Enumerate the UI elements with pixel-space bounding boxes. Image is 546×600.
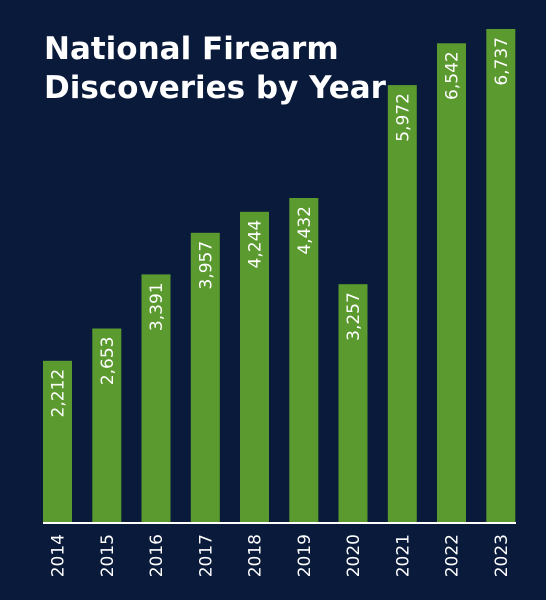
x-tick-label-2015: 2015 [98,534,118,577]
chart-title-line-1: National Firearm [44,31,339,67]
value-label-2023: 6,737 [492,37,512,86]
bar-2015 [92,328,122,523]
x-tick-label-2022: 2022 [443,534,463,577]
bars-group [43,29,516,524]
value-label-2016: 3,391 [147,282,167,331]
x-tick-label-2020: 2020 [344,534,364,577]
chart-title-line-2: Discoveries by Year [44,70,387,106]
x-tick-label-2016: 2016 [147,534,167,577]
bar-2019 [289,198,319,523]
value-label-2014: 2,212 [49,369,69,418]
bar-2016 [141,274,171,523]
bar-2022 [437,43,466,524]
x-tick-label-2019: 2019 [295,534,315,577]
value-label-2022: 6,542 [443,51,463,100]
bar-2018 [240,211,269,524]
value-label-2015: 2,653 [98,337,118,386]
value-label-2019: 4,432 [295,206,315,255]
value-label-2020: 3,257 [344,292,364,341]
x-tick-label-2017: 2017 [196,534,216,577]
bar-2020 [338,284,368,523]
bar-2023 [486,29,516,523]
value-labels-group: 2,212 2,653 3,391 3,957 4,244 4,432 3,257 5,972… [49,37,512,417]
bar-2014 [43,360,72,523]
x-tick-label-2023: 2023 [492,534,512,577]
x-tick-label-2014: 2014 [49,534,69,577]
value-label-2018: 4,244 [246,220,266,269]
bar-2017 [190,232,220,524]
x-tick-labels-group: 2014 2015 2016 2017 2018 2019 2020 2021 2022 2023 [49,534,512,577]
bar-2021 [387,85,417,523]
x-tick-label-2018: 2018 [246,534,266,577]
value-label-2017: 3,957 [196,241,216,290]
x-tick-label-2021: 2021 [393,534,413,577]
value-label-2021: 5,972 [393,93,413,142]
